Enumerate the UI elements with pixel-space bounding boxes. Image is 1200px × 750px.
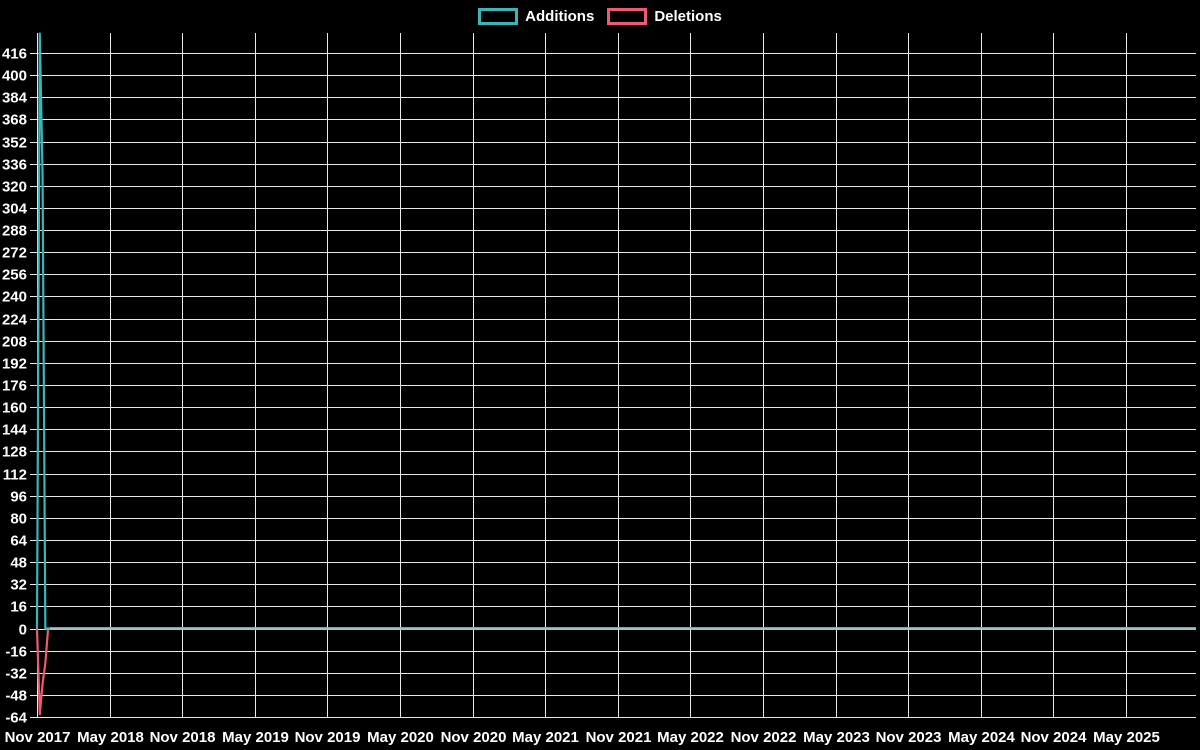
x-tick-label: May 2022 <box>657 729 724 746</box>
x-tick-label: Nov 2024 <box>1021 729 1088 746</box>
y-tick-label: 256 <box>2 267 27 284</box>
y-tick-label: 32 <box>10 577 27 594</box>
y-tick-label: -64 <box>5 710 27 727</box>
legend-item-additions[interactable]: Additions <box>478 8 594 25</box>
y-tick-label: 0 <box>19 622 27 639</box>
chart-legend: Additions Deletions <box>0 8 1200 25</box>
y-tick-label: 288 <box>2 223 27 240</box>
x-tick-label: May 2024 <box>948 729 1015 746</box>
y-tick-label: 80 <box>10 511 27 528</box>
y-tick-label: 64 <box>10 533 27 550</box>
y-tick-label: -48 <box>5 688 27 705</box>
x-tick-label: Nov 2023 <box>876 729 942 746</box>
y-tick-label: 208 <box>2 334 27 351</box>
x-tick-label: May 2020 <box>367 729 434 746</box>
y-tick-label: 176 <box>2 378 27 395</box>
x-tick-label: Nov 2020 <box>441 729 507 746</box>
y-tick-label: 224 <box>2 312 28 329</box>
deletions-line <box>35 627 1196 716</box>
y-tick-label: 240 <box>2 289 27 306</box>
y-tick-label: 384 <box>2 90 28 107</box>
y-tick-label: 112 <box>3 467 27 484</box>
y-tick-label: -16 <box>5 644 27 661</box>
y-tick-label: 368 <box>2 112 27 129</box>
y-tick-label: 160 <box>2 400 27 417</box>
legend-item-deletions[interactable]: Deletions <box>607 8 722 25</box>
x-tick-label: May 2023 <box>803 729 870 746</box>
deletions-swatch-icon <box>607 8 648 25</box>
y-tick-label: 320 <box>2 179 27 196</box>
x-tick-label: May 2018 <box>77 729 144 746</box>
y-tick-label: 304 <box>2 201 28 218</box>
legend-label-additions: Additions <box>525 8 595 25</box>
y-tick-label: 16 <box>10 599 27 616</box>
y-tick-label: 192 <box>2 356 27 373</box>
y-tick-label: 96 <box>10 489 27 506</box>
y-tick-label: 144 <box>2 422 28 439</box>
legend-label-deletions: Deletions <box>654 8 722 25</box>
x-tick-label: Nov 2021 <box>586 729 652 746</box>
additions-swatch-icon <box>478 8 519 25</box>
x-tick-label: May 2019 <box>222 729 289 746</box>
x-tick-label: May 2025 <box>1093 729 1160 746</box>
x-tick-label: Nov 2019 <box>295 729 361 746</box>
y-tick-label: -32 <box>5 666 27 683</box>
additions-line <box>35 32 1196 630</box>
y-tick-label: 352 <box>2 135 27 152</box>
y-tick-label: 48 <box>10 555 27 572</box>
y-tick-label: 128 <box>2 444 27 461</box>
x-tick-label: Nov 2018 <box>150 729 216 746</box>
x-tick-label: Nov 2022 <box>731 729 797 746</box>
x-tick-label: May 2021 <box>512 729 579 746</box>
y-tick-label: 272 <box>2 245 27 262</box>
y-tick-label: 400 <box>2 68 27 85</box>
y-tick-label: 416 <box>2 46 27 63</box>
y-tick-label: 336 <box>2 157 27 174</box>
x-tick-label: Nov 2017 <box>5 729 71 746</box>
